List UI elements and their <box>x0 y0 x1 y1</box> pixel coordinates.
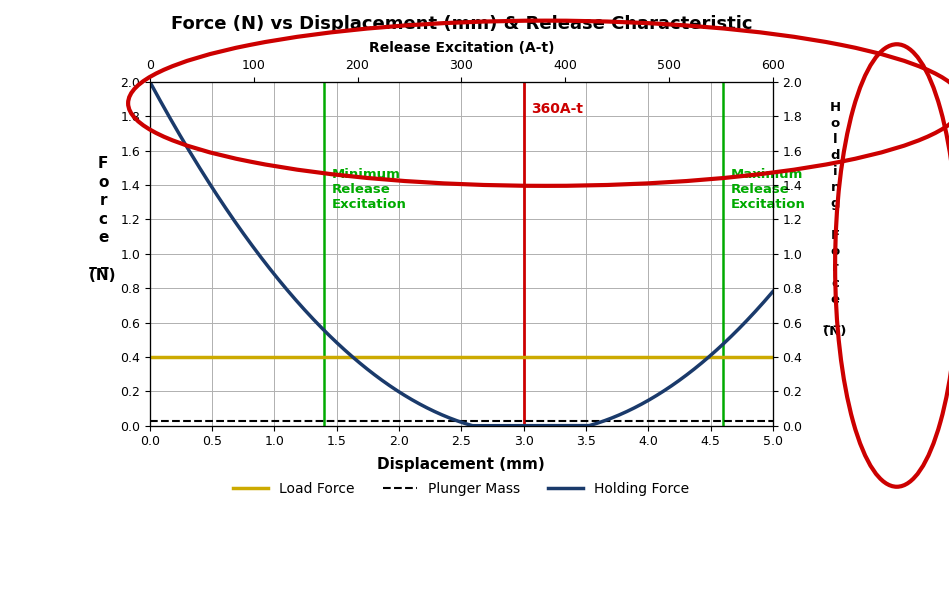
Text: Minimum
Release
Excitation: Minimum Release Excitation <box>332 168 406 211</box>
Text: H
o
l
d
i
n
g

F
o
r
c
e

(̅N̅): H o l d i n g F o r c e (̅N̅) <box>824 101 847 338</box>
Title: Force (N) vs Displacement (mm) & Release Characteristic: Force (N) vs Displacement (mm) & Release… <box>171 15 753 33</box>
Text: Maximum
Release
Excitation: Maximum Release Excitation <box>731 168 806 211</box>
Text: F
o
r
c
e

(̅N̅): F o r c e (̅N̅) <box>90 156 117 283</box>
X-axis label: Release Excitation (A-t): Release Excitation (A-t) <box>368 41 554 55</box>
Text: 360A-t: 360A-t <box>531 103 583 116</box>
Legend: Load Force, Plunger Mass, Holding Force: Load Force, Plunger Mass, Holding Force <box>228 476 695 502</box>
X-axis label: Displacement (mm): Displacement (mm) <box>378 457 546 472</box>
